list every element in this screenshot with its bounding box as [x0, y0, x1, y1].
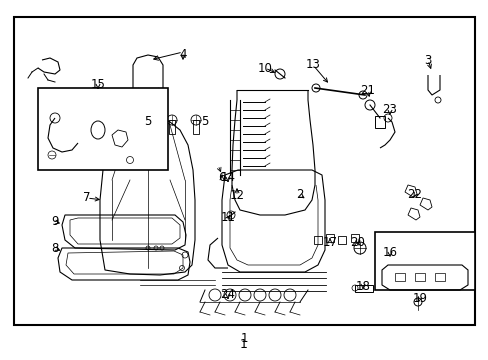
Text: 13: 13 [305, 58, 320, 72]
Text: 9: 9 [51, 216, 59, 229]
Text: 19: 19 [412, 292, 427, 305]
Text: 1: 1 [240, 338, 247, 351]
Bar [193, 120, 199, 134]
Bar [313, 236, 321, 244]
Text: 14: 14 [220, 171, 235, 184]
Text: 11: 11 [220, 211, 235, 225]
Text: 16: 16 [382, 246, 397, 258]
Text: 21: 21 [360, 84, 375, 96]
Bar [169, 120, 175, 134]
Text: 5: 5 [201, 116, 208, 129]
Text: 22: 22 [407, 189, 422, 202]
Text: 23: 23 [382, 104, 397, 117]
Bar [394, 273, 404, 281]
Bar [14, 17, 474, 325]
Bar [374, 232, 474, 290]
Text: 2: 2 [296, 189, 303, 202]
Text: 4: 4 [179, 49, 186, 62]
Text: 3: 3 [424, 54, 431, 67]
Text: 5: 5 [144, 116, 151, 129]
Bar [38, 88, 168, 170]
Text: 15: 15 [90, 78, 105, 91]
Bar [337, 236, 346, 244]
Text: 6: 6 [218, 171, 225, 184]
Text: 24: 24 [220, 288, 235, 301]
Text: 12: 12 [229, 189, 244, 202]
Text: 7: 7 [83, 192, 91, 204]
Bar [350, 234, 358, 242]
Bar [374, 116, 384, 128]
Text: 17: 17 [322, 235, 337, 248]
Bar [414, 273, 424, 281]
Bar [325, 234, 333, 242]
Text: 8: 8 [51, 242, 59, 255]
Text: 1: 1 [240, 332, 247, 345]
Text: 18: 18 [355, 279, 370, 292]
Bar [434, 273, 444, 281]
Bar [354, 285, 372, 292]
Text: 10: 10 [257, 62, 272, 75]
Text: 20: 20 [350, 235, 365, 248]
